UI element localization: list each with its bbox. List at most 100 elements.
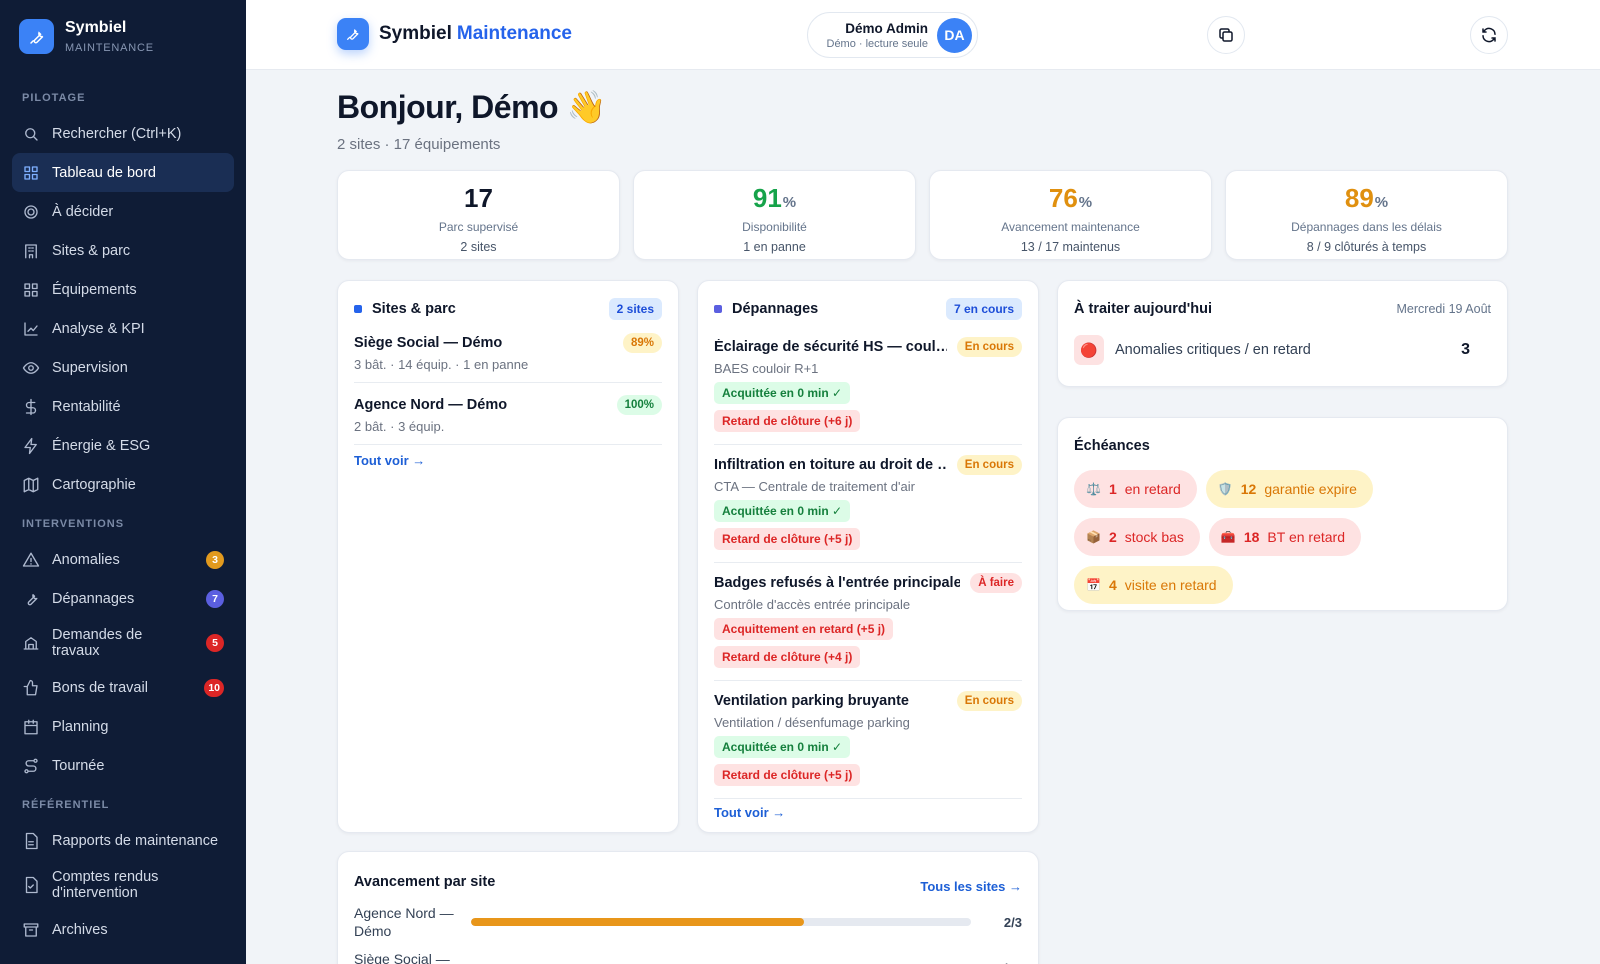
deadline-chip[interactable]: 🧰 18 BT en retard [1208, 518, 1361, 556]
nav-icon [24, 437, 37, 454]
progress-site: Agence Nord — Démo [354, 905, 454, 939]
refresh-button[interactable] [1470, 16, 1508, 54]
deadline-chip[interactable]: 📦 2 stock bas [1074, 518, 1200, 556]
nav-item[interactable]: Comptes rendus d'intervention [12, 860, 234, 910]
depannage-item[interactable]: Ventilation parking bruyante En cours Vent… [714, 681, 1022, 799]
site-row: Siège Social — Démo 89% [354, 333, 662, 353]
dep-row: Ventilation parking bruyante En cours [714, 691, 1022, 711]
nav-icon [24, 719, 38, 734]
nav-item[interactable]: Dépannages 7 [12, 579, 234, 618]
nav-item[interactable]: Supervision [12, 348, 234, 387]
nav-item[interactable]: Rentabilité [12, 387, 234, 426]
panel-title: Dépannages [714, 301, 818, 317]
progress-link[interactable]: Tous les sites → [920, 878, 1022, 894]
nav-item[interactable]: Énergie & ESG [12, 426, 234, 465]
nav-label: Cartographie [52, 476, 136, 493]
chips: ⚖️ 1 en retard 🛡️ 12 garantie expire 📦 2 stock b… [1074, 470, 1404, 604]
dep-tag: Acquittement en retard (+5 j) [714, 618, 894, 640]
nav-label: À décider [52, 203, 114, 220]
chip-label: visite en retard [1124, 577, 1217, 593]
nav-label: Planning [52, 718, 109, 735]
kpi-number: 17 [464, 183, 493, 213]
nav-label: Supervision [52, 359, 128, 376]
nav-item[interactable]: Planning [12, 707, 234, 746]
today-date: Mercredi 19 Août [1396, 302, 1492, 316]
nav-label: Sites & parc [52, 242, 131, 259]
nav-badge: 5 [206, 634, 224, 652]
nav-item[interactable]: Archives [12, 910, 234, 949]
nav-label: Rentabilité [52, 398, 121, 415]
dep-tags: Acquittée en 0 min ✓ Retard de clôture (+… [714, 382, 1022, 432]
today-item[interactable]: 🔴 Anomalies critiques / en retard 3 [1074, 335, 1491, 365]
depannage-item[interactable]: Éclairage de sécurité HS — coul… En cours… [714, 327, 1022, 445]
nav-label: Tableau de bord [52, 164, 156, 181]
echeances-panel: Échéances ⚖️ 1 en retard 🛡️ 12 garantie expire… [1057, 417, 1508, 611]
kpi-number: 76 [1048, 183, 1078, 213]
nav-badge: 10 [204, 678, 224, 697]
nav-item[interactable]: Bons de travail 10 [12, 668, 234, 707]
nav-item[interactable]: Analyse & KPI [12, 309, 234, 348]
deadline-chip[interactable]: ⚖️ 1 en retard [1074, 470, 1197, 508]
copy-button[interactable] [1207, 16, 1245, 54]
panel-title: À traiter aujourd'hui [1074, 301, 1212, 317]
nav-item[interactable]: Sites & parc [12, 231, 234, 270]
today-label: Anomalies critiques / en retard [1115, 342, 1311, 358]
nav-item[interactable]: Rapports de maintenance [12, 821, 234, 860]
nav-item[interactable]: Tournée [12, 746, 234, 785]
kpi-label: Disponibilité [742, 220, 807, 234]
nav-item[interactable]: Demandes de travaux 5 [12, 618, 234, 668]
logo [337, 18, 369, 50]
nav-label: Tournée [52, 757, 105, 774]
user-role: Démo · lecture seule [826, 37, 929, 50]
dep-tags: Acquittée en 0 min ✓ Retard de clôture (+… [714, 500, 1022, 550]
kpi-unit: % [782, 194, 797, 211]
kpi-card: 76% Avancement maintenance 13 / 17 mainten… [929, 170, 1212, 260]
sidebar: Symbiel MAINTENANCE PILOTAGE Rechercher (… [0, 0, 246, 964]
see-all-link[interactable]: Tout voir → [354, 453, 426, 468]
nav-section-title: PILOTAGE [22, 92, 86, 104]
panel-dot [354, 305, 362, 313]
site-item[interactable]: Siège Social — Démo 89% 3 bât. · 14 équip.… [354, 321, 662, 383]
chip-count: 2 [1108, 529, 1117, 545]
nav-icon [24, 282, 38, 297]
depannage-item[interactable]: Badges refusés à l'entrée principale À fa… [714, 563, 1022, 681]
kpi-card: 91% Disponibilité 1 en panne [633, 170, 916, 260]
kpi-value: 76% [930, 183, 1211, 214]
brand-accent: Maintenance [456, 23, 572, 44]
nav-item[interactable]: Équipements [12, 270, 234, 309]
kpi-sub: 1 en panne [743, 240, 806, 254]
dep-status: En cours [956, 337, 1022, 357]
nav-label: Analyse & KPI [52, 320, 145, 337]
nav-label: Anomalies [52, 551, 120, 568]
kpi-label: Dépannages dans les délais [1291, 220, 1442, 234]
deadline-chip[interactable]: 📅 4 visite en retard [1074, 566, 1233, 604]
chip-count: 4 [1108, 577, 1117, 593]
panel-title-text: Avancement par site [354, 874, 496, 890]
see-all-link[interactable]: Tout voir → [714, 805, 786, 820]
dep-tag: Retard de clôture (+4 j) [714, 646, 861, 668]
panel-title-text: Échéances [1074, 438, 1150, 454]
nav-icon [22, 552, 40, 567]
nav-icon [23, 922, 39, 937]
nav-item[interactable]: Cartographie [12, 465, 234, 504]
site-item[interactable]: Agence Nord — Démo 100% 2 bât. · 3 équip. [354, 383, 662, 445]
progress-track [471, 918, 971, 926]
site-meta: 3 bât. · 14 équip. · 1 en panne [354, 357, 529, 372]
depannage-item[interactable]: Infiltration en toiture au droit de … En … [714, 445, 1022, 563]
nav-item[interactable]: Anomalies 3 [12, 540, 234, 579]
nav-icon [24, 758, 38, 773]
deadline-chip[interactable]: 🛡️ 12 garantie expire [1205, 470, 1373, 508]
panel-badge: 7 en cours [945, 298, 1022, 320]
nav-item[interactable]: Tableau de bord [12, 153, 234, 192]
chip-count: 12 [1240, 481, 1257, 497]
nav-label: Demandes de travaux [52, 627, 143, 659]
site-row: Agence Nord — Démo 100% [354, 395, 662, 415]
nav-item[interactable]: Rechercher (Ctrl+K) [12, 114, 234, 153]
avatar: DA [937, 17, 972, 53]
nav-item[interactable]: À décider [12, 192, 234, 231]
greeting: Bonjour, Démo 👋 2 sites · 17 équipements [337, 88, 606, 153]
chip-label: BT en retard [1267, 529, 1345, 545]
user-menu[interactable]: Démo Admin Démo · lecture seule DA [807, 12, 978, 58]
